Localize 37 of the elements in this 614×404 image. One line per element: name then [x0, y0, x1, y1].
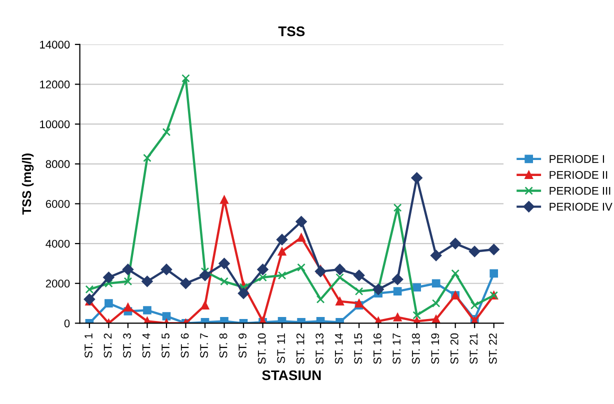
x-tick-label: ST. 8 — [219, 333, 228, 358]
x-tick-label: ST. 20 — [450, 333, 458, 364]
x-tick-label: ST. 13 — [316, 333, 324, 364]
y-tick-label: 14000 — [40, 40, 70, 49]
chart-title: TSS — [278, 26, 305, 36]
x-tick-label: ST. 14 — [334, 333, 343, 364]
x-tick-label: ST. 10 — [258, 333, 266, 364]
x-tick-label: ST. 6 — [180, 333, 189, 358]
x-tick-label: ST. 21 — [470, 333, 478, 364]
x-tick-label: ST. 18 — [412, 333, 420, 364]
y-tick-label: 2000 — [46, 280, 70, 288]
x-axis-title: STASIUN — [262, 370, 321, 380]
x-tick-label: ST. 4 — [142, 333, 150, 358]
y-tick-label: 10000 — [40, 120, 70, 128]
legend-label: PERIODE I — [550, 155, 604, 163]
x-tick-label: ST. 5 — [162, 333, 170, 358]
x-tick-label: ST. 16 — [373, 333, 382, 364]
x-tick-label: ST. 1 — [84, 333, 92, 358]
x-tick-label: ST. 12 — [296, 333, 304, 364]
x-tick-label: ST. 9 — [238, 333, 246, 358]
x-tick-label: ST. 19 — [431, 333, 440, 364]
x-tick-label: ST. 22 — [488, 333, 497, 364]
x-tick-label: ST. 11 — [277, 333, 286, 364]
y-tick-label: 0 — [64, 319, 70, 328]
x-tick-label: ST. 3 — [123, 333, 131, 358]
legend-label: PERIODE II — [550, 170, 608, 179]
x-tick-label: ST. 15 — [354, 333, 362, 364]
y-axis-title: TSS (mg/l) — [22, 154, 34, 215]
x-tick-label: ST. 7 — [200, 333, 208, 358]
y-tick-label: 4000 — [46, 240, 70, 248]
x-tick-label: ST. 17 — [392, 333, 401, 364]
legend-label: PERIODE III — [550, 186, 610, 195]
x-tick-label: ST. 2 — [104, 333, 112, 358]
y-tick-label: 12000 — [40, 80, 70, 88]
y-tick-label: 8000 — [46, 160, 70, 168]
y-tick-label: 6000 — [46, 200, 70, 208]
legend-label: PERIODE IV — [550, 202, 612, 211]
